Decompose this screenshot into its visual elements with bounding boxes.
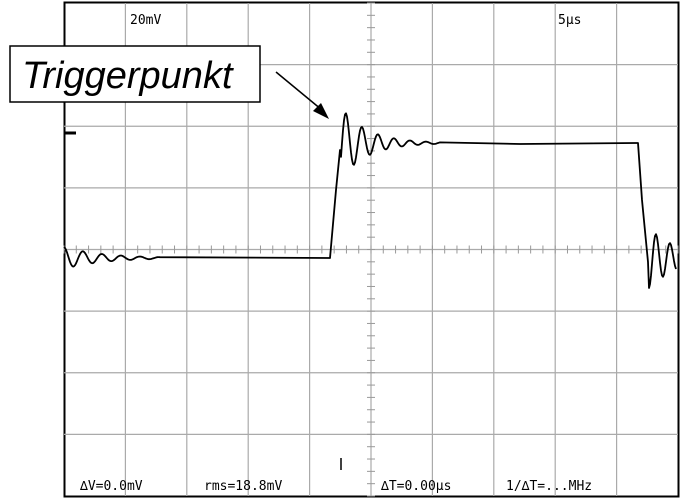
waveform-trace (63, 112, 677, 289)
volts-per-div-readout: 20mV (130, 13, 161, 28)
inverse-delta-t-readout: 1/∆T=...MHz (506, 479, 592, 494)
annotation-box (9, 45, 261, 103)
annotation-label: Triggerpunkt (22, 55, 234, 97)
time-per-div-readout: 5µs (558, 13, 581, 28)
delta-t-readout: ∆T=0.00µs (380, 479, 451, 494)
arrow-icon (275, 71, 329, 119)
delta-v-readout: ∆V=0.0mV (79, 479, 143, 494)
rms-readout: rms=18.8mV (204, 479, 282, 494)
